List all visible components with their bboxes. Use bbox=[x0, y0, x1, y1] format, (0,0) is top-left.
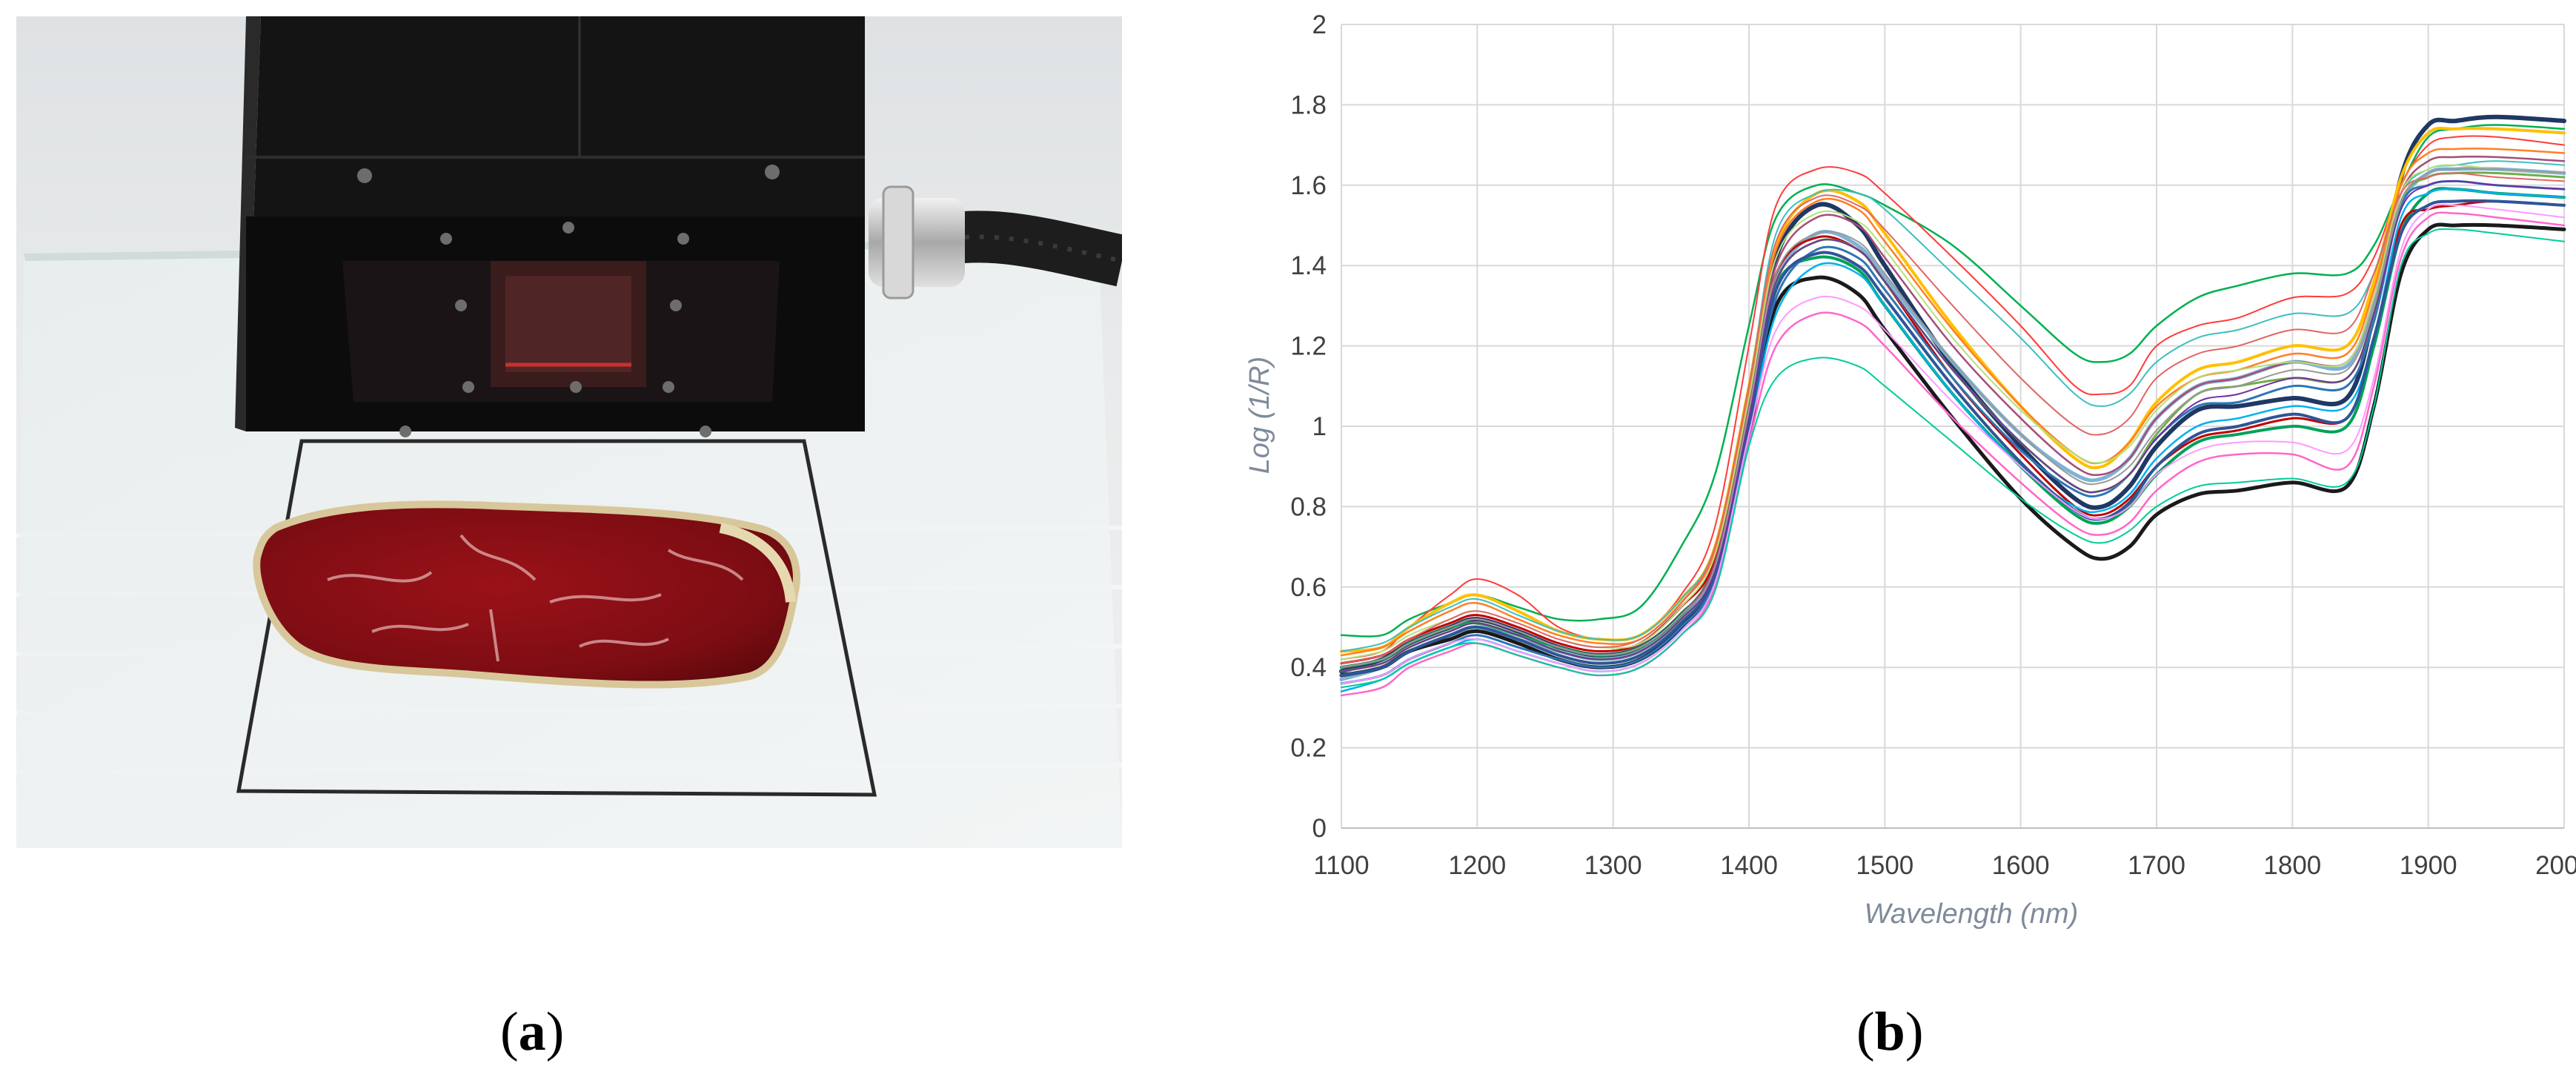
y-tick-label: 1 bbox=[1312, 412, 1327, 441]
spectrum-line-21 bbox=[1341, 180, 2565, 672]
spectrum-line-12 bbox=[1340, 171, 2566, 673]
y-tick-label: 0.8 bbox=[1290, 492, 1327, 521]
y-tick-label: 0 bbox=[1312, 814, 1327, 843]
spectra-chart: 1100 1200 1300 1400 1500 1600 1700 1800 1900 200 0… bbox=[1223, 0, 2576, 964]
spectrum-line-15 bbox=[1340, 148, 2566, 657]
x-tick-label: 1600 bbox=[1992, 851, 2050, 880]
spectrum-line-18 bbox=[1341, 172, 2565, 664]
sample-outline-frame bbox=[236, 439, 877, 797]
y-axis-title: Log (1/R) bbox=[1244, 357, 1275, 474]
spectrum-line-20 bbox=[1341, 228, 2565, 689]
x-tick-label: 1300 bbox=[1584, 851, 1642, 880]
chart-series bbox=[1339, 114, 2566, 697]
cable-icon bbox=[946, 211, 1128, 287]
y-tick-label: 1.6 bbox=[1290, 171, 1327, 200]
nir-probe-box bbox=[235, 16, 865, 437]
spectrum-line-22 bbox=[1341, 168, 2565, 669]
y-tick-label: 0.4 bbox=[1290, 653, 1327, 682]
photo-illustration bbox=[16, 16, 1128, 848]
x-tick-label: 1500 bbox=[1856, 851, 1913, 880]
x-axis-title: Wavelength (nm) bbox=[1865, 899, 2079, 930]
x-tick-label: 1800 bbox=[2263, 851, 2321, 880]
y-tick-label: 2 bbox=[1312, 10, 1327, 39]
y-tick-label: 0.6 bbox=[1290, 573, 1327, 602]
spectra-chart-svg: 1100 1200 1300 1400 1500 1600 1700 1800 1900 200 0… bbox=[1244, 10, 2576, 930]
chart-grid bbox=[1341, 24, 2565, 829]
spectrum-line-1 bbox=[1340, 124, 2566, 638]
meat-sample-photo bbox=[16, 16, 1128, 848]
x-tick-label: 1200 bbox=[1448, 851, 1506, 880]
x-tick-label: 1400 bbox=[1720, 851, 1778, 880]
panel-b-caption: (b) bbox=[1856, 1002, 1924, 1062]
panel-a-caption: (a) bbox=[500, 1002, 565, 1062]
spectrum-line-2 bbox=[1341, 135, 2565, 661]
spectrum-line-16 bbox=[1340, 199, 2566, 677]
x-tick-label: 1900 bbox=[2400, 851, 2457, 880]
x-tick-label: 1100 bbox=[1313, 851, 1369, 880]
screw-icon bbox=[357, 165, 780, 437]
meat-slice bbox=[253, 500, 800, 689]
metal-connector-icon bbox=[869, 185, 965, 300]
y-tick-label: 1.2 bbox=[1290, 332, 1327, 361]
spectrum-line-10 bbox=[1341, 160, 2565, 652]
spectrum-line-11 bbox=[1340, 179, 2566, 685]
spectrum-line-4 bbox=[1340, 126, 2566, 653]
chart-axes: 1100 1200 1300 1400 1500 1600 1700 1800 1900 200 0… bbox=[1290, 10, 2576, 880]
x-tick-label: 1700 bbox=[2128, 851, 2185, 880]
y-tick-label: 1.4 bbox=[1290, 251, 1327, 280]
y-tick-label: 1.8 bbox=[1290, 90, 1327, 119]
spectrum-line-19 bbox=[1341, 203, 2565, 684]
y-tick-label: 0.2 bbox=[1290, 734, 1327, 763]
